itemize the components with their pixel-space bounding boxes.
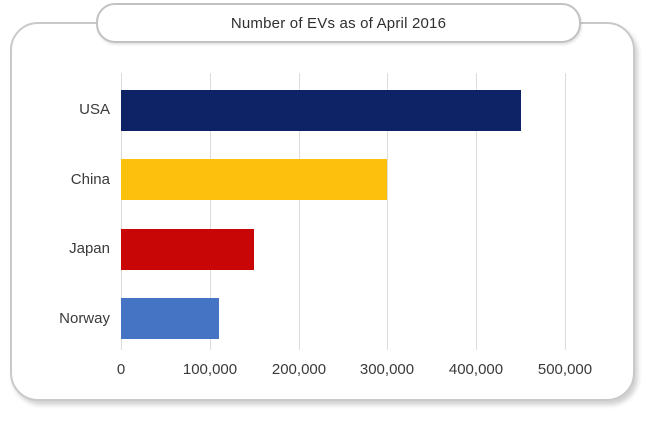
chart-card <box>10 22 635 401</box>
grid-line <box>476 73 477 350</box>
chart-title-box: Number of EVs as of April 2016 <box>96 3 581 43</box>
grid-line <box>299 73 300 350</box>
category-label: Norway <box>59 310 110 327</box>
x-tick-label: 200,000 <box>271 361 327 378</box>
category-label: USA <box>79 101 110 118</box>
x-tick-label: 300,000 <box>359 361 415 378</box>
bar-japan <box>121 229 254 270</box>
bar-china <box>121 159 387 200</box>
bar-norway <box>121 298 219 339</box>
x-tick-label: 400,000 <box>448 361 504 378</box>
grid-line <box>387 73 388 350</box>
category-label: Japan <box>69 240 110 257</box>
grid-line <box>121 73 122 350</box>
grid-line <box>565 73 566 350</box>
x-tick-label: 100,000 <box>182 361 238 378</box>
grid-line <box>210 73 211 350</box>
chart-title: Number of EVs as of April 2016 <box>230 14 447 32</box>
x-tick-label: 500,000 <box>537 361 593 378</box>
bar-usa <box>121 90 521 131</box>
x-tick-label: 0 <box>116 361 126 378</box>
category-label: China <box>70 171 110 188</box>
